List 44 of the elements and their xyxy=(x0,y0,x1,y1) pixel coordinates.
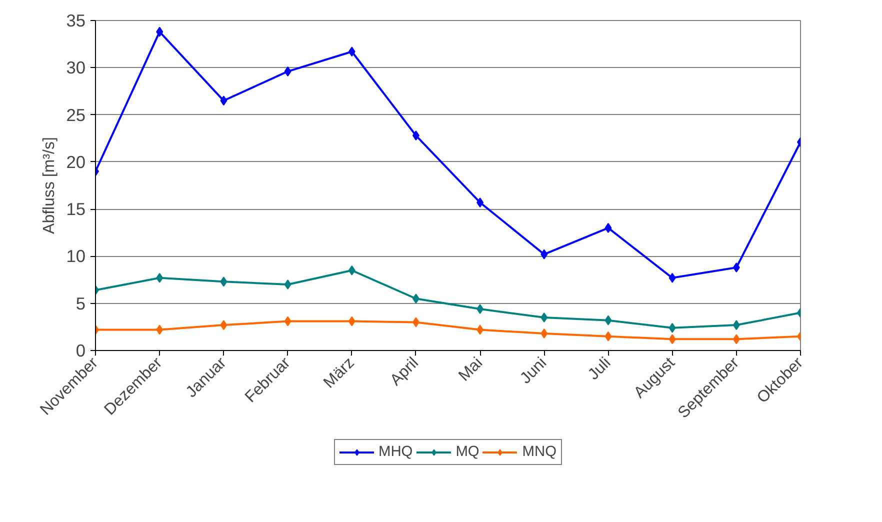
point xyxy=(668,334,676,344)
x-tick-label: Juli xyxy=(585,354,614,384)
point xyxy=(284,66,292,76)
point xyxy=(732,262,740,273)
point xyxy=(156,272,164,283)
point xyxy=(604,315,612,326)
point xyxy=(476,304,484,314)
point xyxy=(284,280,292,290)
legend-label: MHQ xyxy=(378,444,413,460)
y-tick-label: 30 xyxy=(66,58,86,78)
point xyxy=(668,322,676,333)
point xyxy=(540,328,548,339)
y-tick-label: 0 xyxy=(76,340,86,360)
point xyxy=(156,324,164,335)
point xyxy=(220,320,228,330)
x-tick-label: Mai xyxy=(456,354,486,385)
legend-label: MNQ xyxy=(522,444,557,460)
point xyxy=(348,316,356,326)
point xyxy=(412,294,420,304)
point xyxy=(412,130,420,141)
point xyxy=(668,272,676,283)
point xyxy=(604,331,612,342)
y-tick-label: 15 xyxy=(66,199,86,220)
point xyxy=(540,312,548,322)
point xyxy=(348,46,356,57)
point xyxy=(156,26,164,37)
legend-label: MQ xyxy=(456,444,480,460)
y-tick-label: 20 xyxy=(66,152,86,172)
point xyxy=(732,334,740,344)
point xyxy=(284,316,292,326)
y-tick-label: 10 xyxy=(66,246,86,266)
y-axis-title: Abfluss [m³/s] xyxy=(41,137,58,234)
point xyxy=(412,317,420,328)
point xyxy=(220,96,228,106)
y-tick-label: 25 xyxy=(66,104,86,125)
point xyxy=(348,265,356,276)
y-tick-label: 5 xyxy=(76,293,86,314)
point xyxy=(604,222,612,233)
point xyxy=(476,324,484,335)
y-tick-label: 35 xyxy=(66,10,86,30)
point xyxy=(220,276,228,287)
point xyxy=(732,320,740,330)
point xyxy=(540,249,548,260)
point xyxy=(476,197,484,208)
